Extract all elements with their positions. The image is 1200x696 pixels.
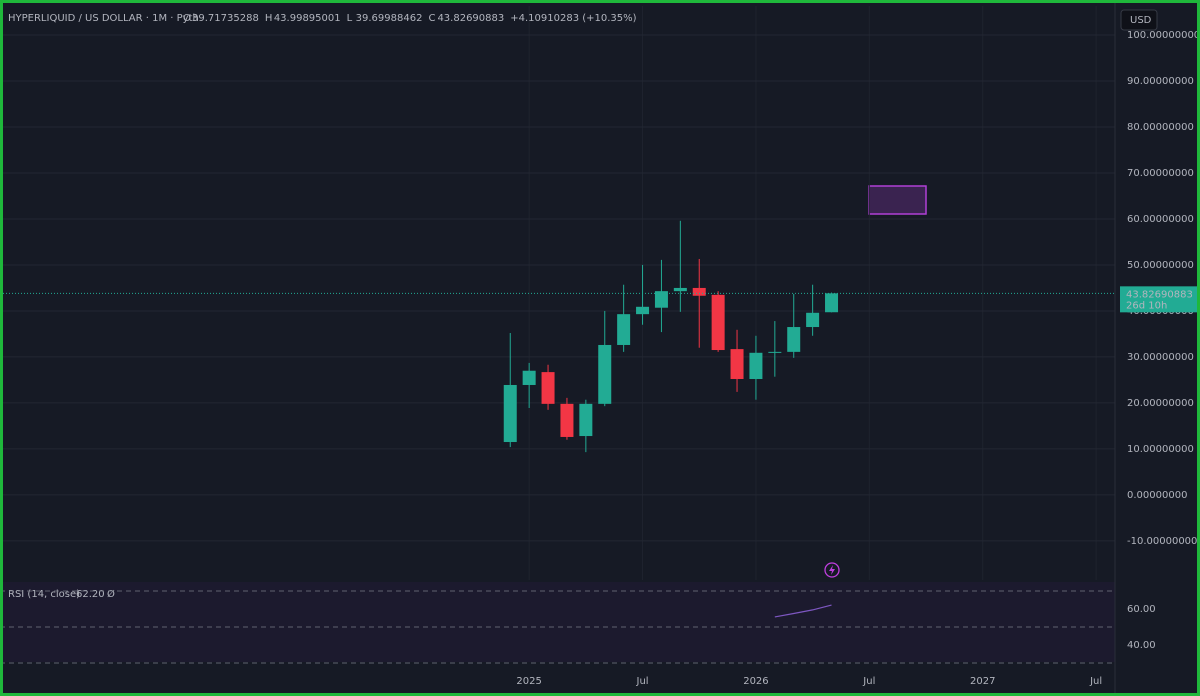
candle-body — [787, 327, 801, 352]
x-tick-label: 2025 — [516, 676, 541, 687]
rsi-tick-label: 60.00 — [1127, 604, 1156, 615]
candle-body — [711, 294, 725, 351]
ohlc-value: 39.71735288 — [192, 13, 259, 24]
y-tick-label: 100.00000000 — [1127, 30, 1200, 41]
ohlc-key: O — [183, 13, 191, 24]
candle-body — [503, 384, 517, 443]
event-icon-bolt — [829, 565, 835, 575]
symbol: HYPERLIQUID / US DOLLAR · 1M · Pyth — [8, 13, 199, 24]
candle-body — [692, 287, 706, 296]
y-tick-label: 30.00000000 — [1127, 352, 1194, 363]
rectangle-drawing — [868, 185, 927, 215]
candle-body — [598, 344, 612, 404]
candle-body — [673, 287, 687, 292]
currency: USD — [1130, 15, 1152, 26]
ohlc-key: L — [347, 13, 353, 24]
ohlc-key: C — [428, 13, 435, 24]
y-tick-label: 0.00000000 — [1127, 490, 1187, 501]
event-icon[interactable] — [824, 562, 840, 578]
candle-body — [730, 349, 744, 380]
ohlc-value: 43.82690883 — [437, 13, 504, 24]
x-tick-label: Jul — [1089, 676, 1102, 687]
y-tick-label: -10.00000000 — [1127, 536, 1197, 547]
rsi-tick-label: 40.00 — [1127, 640, 1156, 651]
change: +4.10910283 (+10.35%) — [510, 13, 636, 24]
x-tick-label: Jul — [862, 676, 875, 687]
x-tick-label: 2026 — [743, 676, 768, 687]
currency-button[interactable] — [1120, 9, 1158, 31]
x-tick-label: 2027 — [970, 676, 995, 687]
ohlc-key: H — [265, 13, 273, 24]
candle-body — [749, 352, 763, 380]
countdown: 26d 10h — [1126, 300, 1167, 311]
candle-body — [560, 403, 574, 437]
y-tick-label: 70.00000000 — [1127, 168, 1194, 179]
candle-body — [617, 314, 631, 345]
y-tick-label: 10.00000000 — [1127, 444, 1194, 455]
rsi-value: 62.20 — [76, 589, 105, 600]
last-price-box — [1120, 286, 1200, 313]
candle-body — [768, 351, 782, 353]
y-tick-label: 20.00000000 — [1127, 398, 1194, 409]
candle-body — [654, 291, 668, 308]
ohlc-value: 39.69988462 — [356, 13, 423, 24]
rsi-title: RSI (14, close) — [8, 589, 80, 600]
x-tick-label: Jul — [636, 676, 649, 687]
y-tick-label: 60.00000000 — [1127, 214, 1194, 225]
last-price-label: 43.82690883 — [1126, 289, 1193, 300]
candle-body — [541, 372, 555, 404]
candle-body — [636, 306, 650, 315]
candle-body — [825, 293, 839, 313]
candle-body — [806, 312, 820, 328]
rsi-pane — [1, 582, 1115, 662]
ohlc-value: 43.99895001 — [274, 13, 341, 24]
candle-body — [522, 370, 536, 385]
y-tick-label: 50.00000000 — [1127, 260, 1194, 271]
y-tick-label: 90.00000000 — [1127, 76, 1194, 87]
rsi-suffix: Ø — [107, 588, 115, 600]
rsi-line — [774, 604, 832, 618]
candle-body — [579, 403, 593, 437]
y-tick-label: 80.00000000 — [1127, 122, 1194, 133]
